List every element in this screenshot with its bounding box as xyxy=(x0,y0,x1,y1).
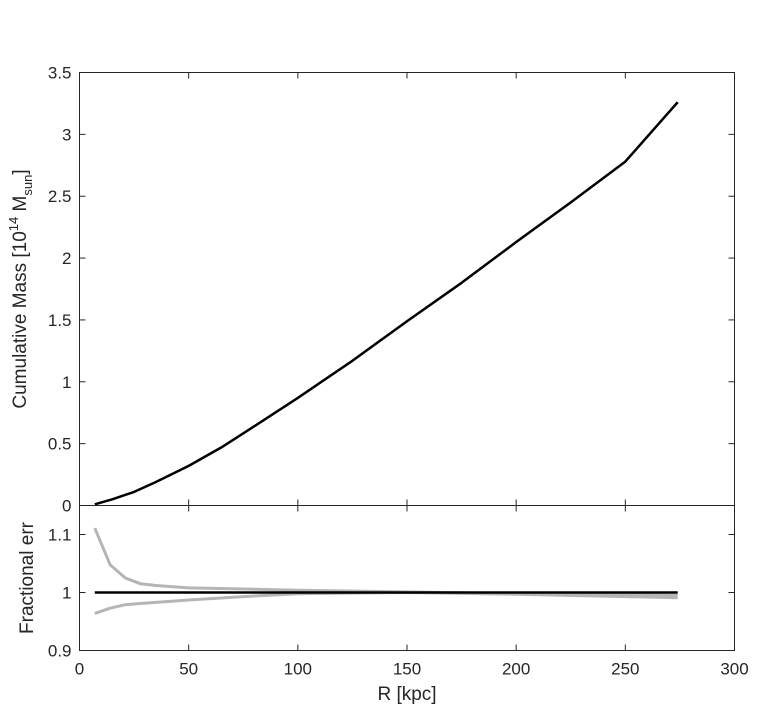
mass-panel: 0 0.5 1 1.5 2 2.5 3 3.5 Cumulative Mass [1014 M… xyxy=(6,64,735,516)
mass-y-axis-label: Cumulative Mass [1014 Msun] xyxy=(6,169,35,408)
mass-y-label-suffix: ] xyxy=(10,169,31,174)
mass-y-tick-label: 2 xyxy=(62,249,71,268)
mass-y-tick-label: 1.5 xyxy=(48,311,72,330)
x-tick-label: 300 xyxy=(720,660,748,679)
x-tick-label: 50 xyxy=(179,660,198,679)
x-axis-label: R [kpc] xyxy=(377,684,436,705)
mass-y-label-exponent: 14 xyxy=(6,217,21,231)
mass-y-tick-label: 1 xyxy=(62,373,71,392)
error-y-axis-label: Fractional err xyxy=(17,521,38,634)
error-panel-frame xyxy=(79,505,735,651)
mass-panel-series xyxy=(94,101,679,506)
mass-y-tick-label: 2.5 xyxy=(48,187,72,206)
mass-y-label-subscript: sun xyxy=(20,175,35,196)
error-y-tick-label: 1 xyxy=(62,584,71,603)
mass-panel-frame xyxy=(79,72,735,506)
x-tick-label: 250 xyxy=(611,660,639,679)
x-tick-label: 200 xyxy=(502,660,530,679)
x-tick-label: 0 xyxy=(75,660,84,679)
error-y-tick-label: 1.1 xyxy=(48,526,72,545)
mass-y-label-unit: M xyxy=(10,196,31,217)
x-tick-label: 100 xyxy=(284,660,312,679)
mass-y-tick-label: 3 xyxy=(62,125,71,144)
fractional-err-bound-line xyxy=(94,591,678,615)
mass-y-tick-label: 0.5 xyxy=(48,435,72,454)
x-tick-label: 150 xyxy=(393,660,421,679)
mass-panel-ticks: 0 0.5 1 1.5 2 2.5 3 3.5 xyxy=(48,64,735,516)
error-y-tick-label: 0.9 xyxy=(48,642,72,661)
mass-y-tick-label: 3.5 xyxy=(48,64,72,83)
fractional-err-bound-line xyxy=(93,527,678,597)
error-panel-series xyxy=(93,527,678,615)
cumulative-mass-line xyxy=(94,101,679,506)
error-panel-ticks: 0.9 1 1.1 0 50 100 150 200 250 300 xyxy=(48,505,749,679)
mass-y-tick-label: 0 xyxy=(62,497,71,516)
error-panel: 0.9 1 1.1 0 50 100 150 200 250 300 Fractional err… xyxy=(17,505,749,705)
mass-y-label-prefix: Cumulative Mass [10 xyxy=(10,231,31,408)
